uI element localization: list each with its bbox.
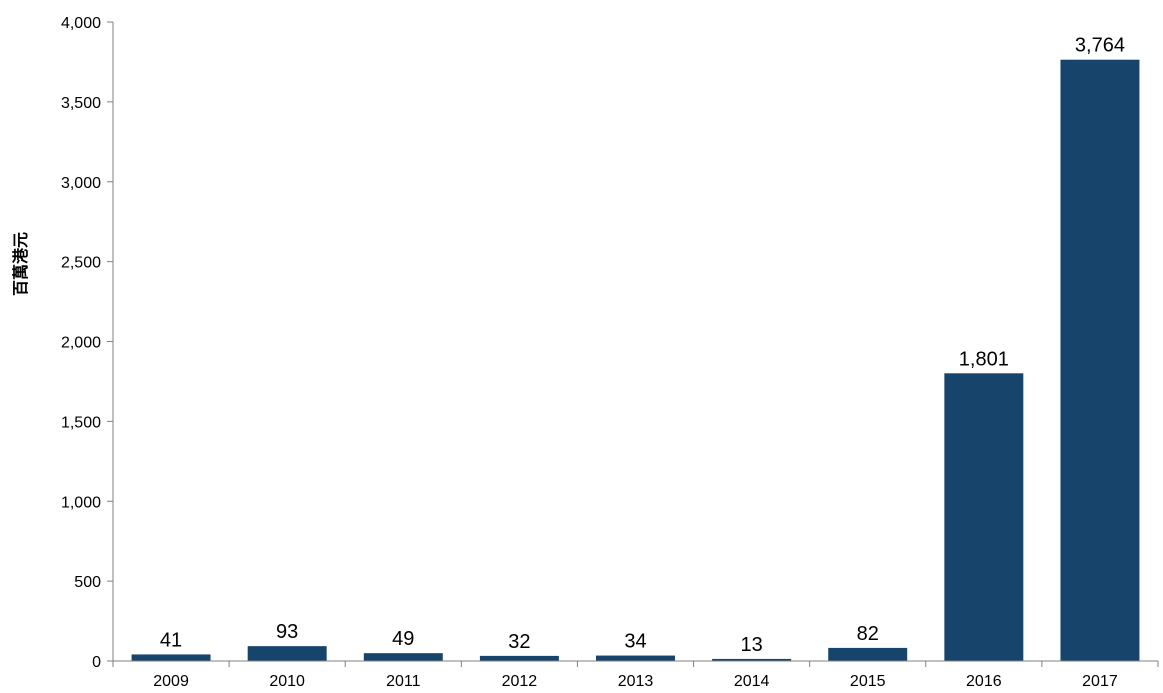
bar-2009 <box>131 654 211 661</box>
data-label-2016: 1,801 <box>959 348 1009 370</box>
x-tick-label-2015: 2015 <box>850 673 886 690</box>
y-tick-label-4000: 4,000 <box>61 15 101 32</box>
y-tick-label-1000: 1,000 <box>61 494 101 511</box>
x-tick-label-2017: 2017 <box>1082 673 1118 690</box>
y-tick-label-2000: 2,000 <box>61 335 101 352</box>
bar-2012 <box>479 655 559 661</box>
x-tick-label-2014: 2014 <box>734 673 770 690</box>
bar-2016 <box>944 373 1024 661</box>
y-axis-title: 百萬港元 <box>11 232 30 296</box>
x-tick-label-2009: 2009 <box>153 673 189 690</box>
data-label-2014: 13 <box>740 634 762 656</box>
bar-2011 <box>363 653 443 661</box>
bar-2017 <box>1060 59 1140 661</box>
y-tick-label-0: 0 <box>92 654 101 671</box>
y-tick-label-1500: 1,500 <box>61 414 101 431</box>
bar-2015 <box>828 647 908 661</box>
bars-layer <box>131 59 1140 661</box>
data-label-2013: 34 <box>624 631 646 653</box>
x-tick-label-2012: 2012 <box>502 673 538 690</box>
data-label-2012: 32 <box>508 631 530 653</box>
y-tick-label-3000: 3,000 <box>61 175 101 192</box>
data-label-2015: 82 <box>857 623 879 645</box>
y-tick-label-2500: 2,500 <box>61 255 101 272</box>
x-tick-label-2013: 2013 <box>618 673 654 690</box>
data-label-2009: 41 <box>160 629 182 651</box>
x-tick-label-2011: 2011 <box>386 673 421 690</box>
axes-layer <box>107 21 1159 667</box>
data-label-2010: 93 <box>276 621 298 643</box>
x-tick-label-2010: 2010 <box>269 673 305 690</box>
data-label-2011: 49 <box>392 628 414 650</box>
bar-2013 <box>596 655 675 661</box>
y-tick-label-3500: 3,500 <box>61 95 101 112</box>
x-tick-label-2016: 2016 <box>966 673 1002 690</box>
labels-layer: 41 2009 93 2010 49 2011 32 2012 34 2013 13 2014 82 20… <box>61 15 1125 690</box>
bar-2010 <box>247 646 327 661</box>
data-label-2017: 3,764 <box>1075 35 1125 57</box>
bar-2014 <box>712 658 792 661</box>
y-tick-label-500: 500 <box>74 574 101 591</box>
